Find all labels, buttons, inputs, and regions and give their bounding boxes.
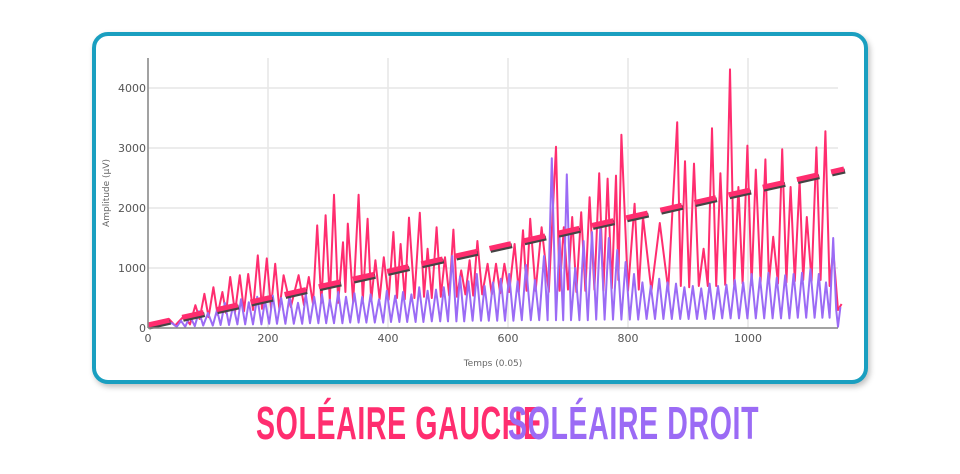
- x-tick-label: 200: [258, 332, 279, 345]
- series-line-soleaire-droit: [147, 157, 842, 329]
- x-tick-label: 400: [378, 332, 399, 345]
- x-tick-label: 800: [618, 332, 639, 345]
- y-tick-label: 4000: [118, 82, 146, 95]
- y-tick-label: 1000: [118, 262, 146, 275]
- y-tick-label: 3000: [118, 142, 146, 155]
- y-tick-label: 0: [139, 322, 146, 335]
- x-tick-label: 0: [145, 332, 152, 345]
- legend-soleaire-droit: SOLÉAIRE DROIT: [508, 397, 760, 449]
- trendline: [147, 166, 845, 328]
- legend-soleaire-gauche: SOLÉAIRE GAUCHE: [256, 397, 543, 449]
- x-tick-label: 1000: [734, 332, 762, 345]
- y-axis-title: Amplitude (µV): [102, 159, 112, 227]
- y-tick-label: 2000: [118, 202, 146, 215]
- series-line-soleaire-gauche: [147, 68, 843, 328]
- x-tick-label: 600: [498, 332, 519, 345]
- x-axis-title: Temps (0.05): [463, 359, 523, 369]
